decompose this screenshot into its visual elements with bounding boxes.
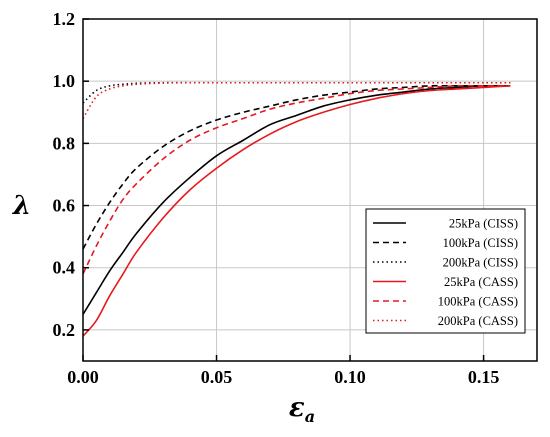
series-line-6 — [82, 81, 511, 119]
y-tick-label: 0.4 — [53, 258, 76, 278]
x-tick-label: 0.05 — [201, 367, 233, 387]
y-tick-label: 0.2 — [53, 320, 76, 340]
legend-label: 200kPa (CISS) — [443, 256, 518, 270]
y-tick-label: 1.2 — [53, 9, 76, 29]
tick-labels: 0.00 0.05 0.10 0.15 0.2 0.4 0.6 0.8 1.0 1.2 — [53, 9, 500, 387]
legend-label: 25kPa (CASS) — [444, 275, 518, 289]
x-axis-label-main: ε — [289, 393, 305, 423]
series-line-1 — [82, 84, 511, 315]
legend-box — [365, 208, 526, 334]
y-tick-label: 0.6 — [53, 196, 76, 216]
series-line-3 — [82, 81, 511, 104]
series-group — [82, 81, 511, 337]
series-line-4 — [82, 85, 511, 337]
plot-frame — [82, 18, 538, 362]
y-tick-label: 1.0 — [53, 71, 76, 91]
x-tick-label: 0.15 — [468, 367, 500, 387]
ticks — [82, 18, 485, 361]
y-tick-label: 0.8 — [53, 133, 76, 153]
legend-label: 100kPa (CISS) — [443, 236, 518, 250]
legend: 25kPa (CISS) 100kPa (CISS) 200kPa (CISS) 25… — [365, 208, 526, 334]
x-axis-label: εa — [289, 393, 315, 426]
x-tick-label: 0.10 — [334, 367, 366, 387]
x-axis-label-subscript: a — [305, 407, 315, 426]
legend-label: 100kPa (CASS) — [438, 295, 518, 309]
series-line-5 — [82, 84, 511, 275]
x-tick-label: 0.00 — [67, 367, 99, 387]
legend-label: 25kPa (CISS) — [449, 217, 518, 231]
y-axis-label: λ — [12, 191, 31, 221]
legend-label: 200kPa (CASS) — [438, 314, 518, 328]
